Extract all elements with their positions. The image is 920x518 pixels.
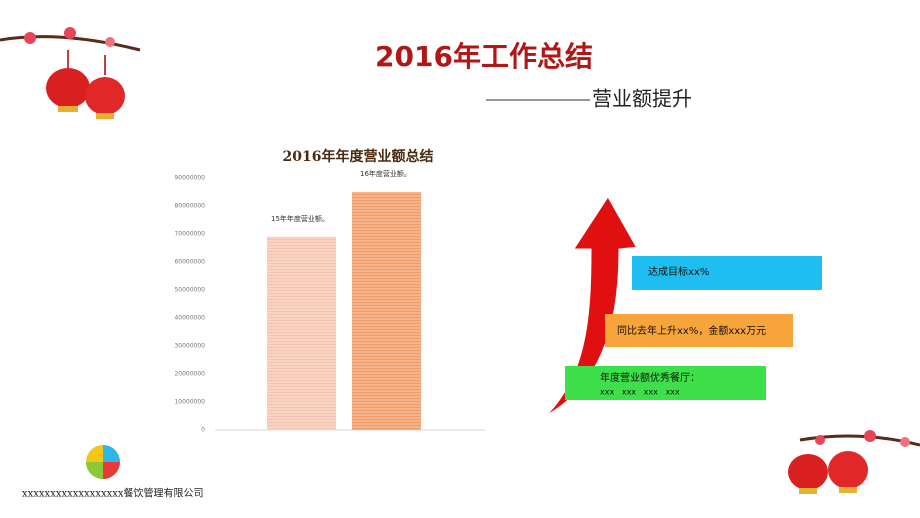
- chart-title: 2016年年度营业额总结: [283, 148, 434, 165]
- callout-text: 年度营业额优秀餐厅：: [600, 371, 700, 384]
- callout-text: 同比去年上升xx%，金额xxx万元: [617, 324, 766, 337]
- y-tick-label: 20000000: [174, 371, 205, 378]
- bar-chart: 2016年年度营业额总结 0 10000000 20000000 30000000 40…: [174, 148, 485, 434]
- callout-box: [632, 256, 822, 290]
- callout-text: 达成目标xx%: [648, 266, 709, 278]
- bar-label: 15年年度营业额。: [271, 214, 329, 223]
- bar-label: 16年度营业额。: [360, 169, 411, 178]
- y-tick-label: 0: [201, 427, 205, 434]
- y-tick-label: 70000000: [174, 231, 205, 238]
- slide-subtitle: 营业额提升: [592, 87, 692, 111]
- y-tick-label: 60000000: [174, 259, 205, 266]
- y-tick-label: 50000000: [174, 287, 205, 294]
- footer-company: xxxxxxxxxxxxxxxxxx餐饮管理有限公司: [22, 487, 204, 500]
- y-tick-label: 80000000: [174, 203, 205, 210]
- y-tick-label: 40000000: [174, 315, 205, 322]
- slide-title: 2016年工作总结: [375, 40, 593, 73]
- decoration-bottom-right: [788, 430, 920, 494]
- callout-box: [605, 314, 793, 347]
- callout-box: [565, 366, 766, 400]
- y-tick-label: 30000000: [174, 343, 205, 350]
- y-tick-label: 90000000: [174, 175, 205, 182]
- decoration-top-left: [0, 27, 141, 119]
- callout-detail: xxx xxx xxx xxx: [600, 388, 680, 397]
- logo: [86, 445, 120, 479]
- y-tick-label: 10000000: [174, 399, 205, 406]
- bar-texture: [267, 236, 336, 430]
- bar-texture: [352, 192, 421, 430]
